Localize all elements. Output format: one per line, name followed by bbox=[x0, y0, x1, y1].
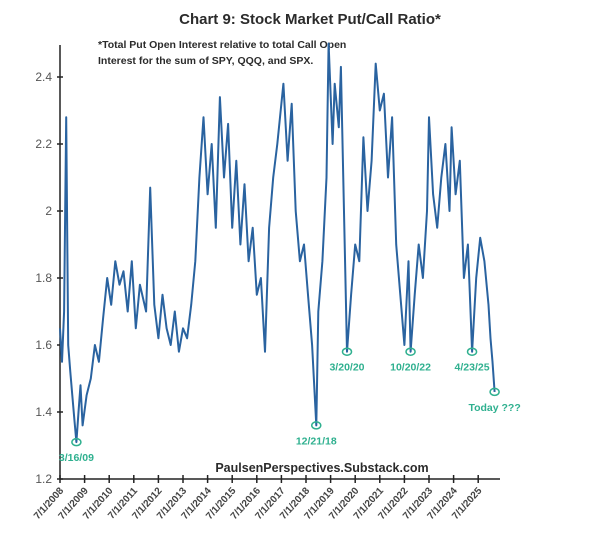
annotation-label: 10/20/22 bbox=[390, 362, 431, 374]
series-layer bbox=[59, 42, 496, 444]
y-tick-label: 1.8 bbox=[35, 271, 52, 285]
y-tick-label: 1.2 bbox=[35, 472, 52, 486]
annotation-label: 3/20/20 bbox=[329, 362, 364, 374]
chart-note-line-2: Interest for the sum of SPY, QQQ, and SP… bbox=[98, 55, 313, 67]
annotation-circle bbox=[405, 347, 416, 356]
annotation-circle bbox=[489, 387, 500, 397]
annotations-layer: 3/16/09 12/21/18 3/20/20 10/20/22 4/23/25 Tod… bbox=[59, 347, 521, 464]
chart-note-line-1: *Total Put Open Interest relative to tot… bbox=[98, 39, 346, 51]
y-tick-label: 2 bbox=[45, 204, 52, 218]
annotation-circle bbox=[71, 437, 82, 447]
annotation-label: 3/16/09 bbox=[59, 452, 94, 464]
y-tick-label: 1.4 bbox=[35, 405, 52, 419]
annotation-label: 4/23/25 bbox=[455, 362, 490, 374]
chart-source: PaulsenPerspectives.Substack.com bbox=[215, 461, 428, 475]
annotation-circle bbox=[466, 347, 478, 356]
put-call-ratio-line bbox=[59, 42, 496, 444]
chart-title: Chart 9: Stock Market Put/Call Ratio* bbox=[179, 11, 441, 28]
annotation-label: Today ??? bbox=[468, 402, 520, 414]
annotation-circle bbox=[341, 347, 353, 356]
y-tick-label: 2.2 bbox=[35, 137, 52, 151]
y-tick-label: 2.4 bbox=[35, 70, 52, 84]
annotation-label: 12/21/18 bbox=[296, 435, 337, 447]
axes: 1.21.41.61.822.22.47/1/20087/1/20097/1/2… bbox=[32, 45, 500, 522]
annotation-circle bbox=[311, 421, 322, 430]
y-tick-label: 1.6 bbox=[35, 338, 52, 352]
